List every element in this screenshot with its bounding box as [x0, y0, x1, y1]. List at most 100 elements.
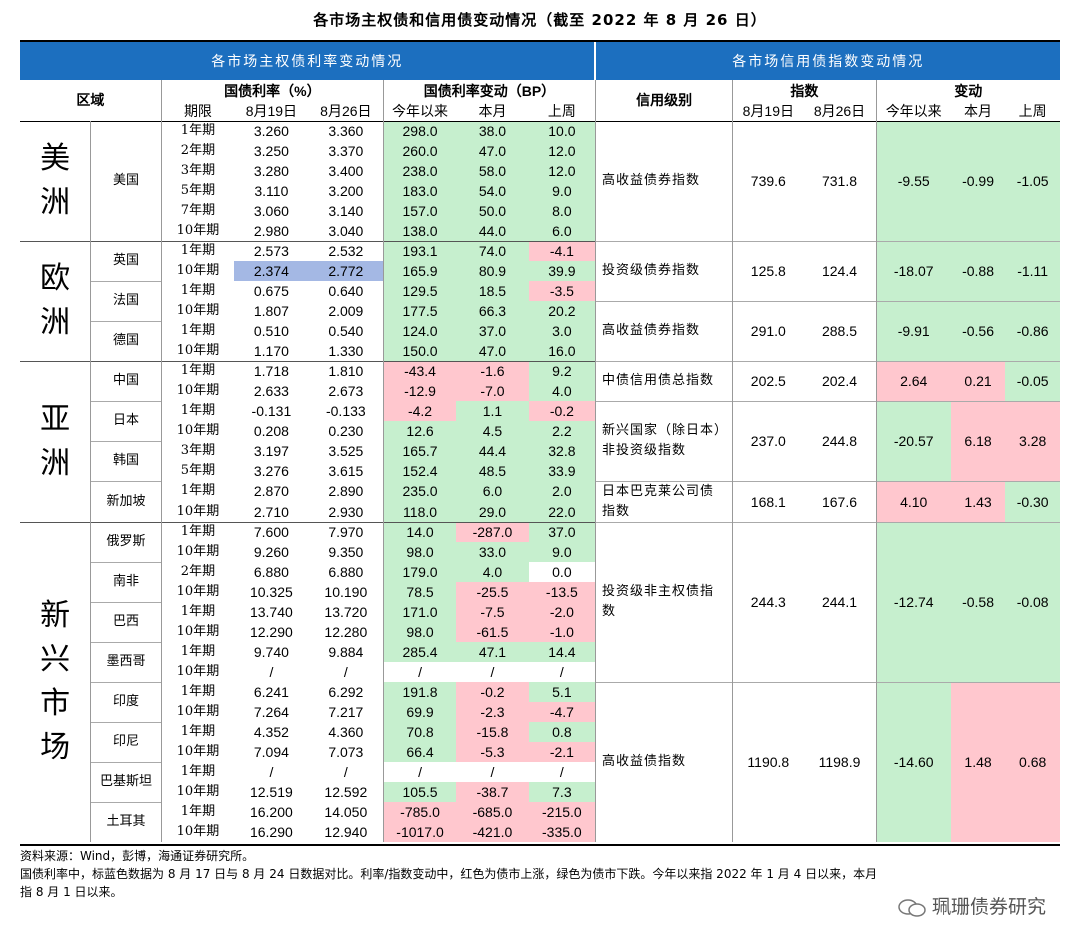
- mtd-change-cell: -287.0: [456, 522, 529, 542]
- country-label: 日本: [90, 400, 162, 441]
- credit-ytd-change-cell: 4.10: [875, 480, 951, 522]
- country-label: 巴基斯坦: [90, 761, 162, 802]
- table-row: 土耳其 1年期 16.200 14.050 -785.0 -685.0 -215.0: [20, 801, 1060, 842]
- mtd-change-cell: 66.3: [456, 301, 529, 321]
- table-row: 巴基斯坦 1年期 / / / / /: [20, 761, 1060, 802]
- ytd-change-cell: 98.0: [382, 622, 457, 642]
- yield-8-19-cell: 2.633: [253, 383, 289, 399]
- table-row: 德国 1年期 0.510 0.540 124.0 37.0 3.0: [20, 320, 1060, 361]
- credit-mtd-change-cell: -0.58: [950, 521, 1006, 682]
- wk-change-cell: -2.0: [528, 602, 596, 622]
- yield-8-19-cell: 6.241: [253, 684, 289, 700]
- period-cell: 10年期: [160, 662, 235, 682]
- period-cell: 1年期: [160, 361, 235, 381]
- yield-8-19-cell: 16.200: [249, 804, 293, 820]
- mtd-change-cell: -2.3: [456, 702, 529, 722]
- period-cell: 10年期: [160, 261, 235, 281]
- credit-index-8-26-cell: 1198.9: [803, 681, 877, 842]
- period-cell: 1年期: [160, 321, 235, 341]
- credit-index-8-19-cell: 1190.8: [732, 681, 804, 842]
- wk-change-cell: 2.0: [528, 481, 596, 502]
- country-label: 印度: [90, 681, 162, 722]
- ytd-change-cell: 165.9: [382, 261, 457, 281]
- yield-8-19-cell: /: [269, 764, 274, 780]
- header-index-date1: 8月19日: [732, 102, 804, 121]
- yield-8-26-cell: 4.360: [328, 724, 364, 740]
- watermark: 珮珊债券研究: [898, 892, 1046, 919]
- table-row: 10年期 1.807 2.009 177.5 66.3 20.2 高收益债券指数 291.0 2…: [20, 300, 1060, 361]
- wk-change-cell: 9.0: [528, 181, 596, 201]
- ytd-change-cell: 152.4: [382, 461, 457, 481]
- yield-8-19-cell: 9.740: [253, 644, 289, 660]
- yield-8-26-cell: 1.810: [328, 363, 364, 380]
- table-row: 10年期 / / / / /: [20, 662, 1060, 682]
- wk-change-cell: -2.1: [528, 742, 596, 762]
- header-index-date2: 8月26日: [813, 103, 866, 120]
- mtd-change-cell: -38.7: [456, 782, 529, 802]
- ytd-change-cell: 238.0: [382, 161, 457, 181]
- country-label: 俄罗斯: [90, 522, 162, 562]
- mtd-change-cell: 4.5: [456, 421, 529, 441]
- table-row: 日本 1年期 -0.131 -0.133 -4.2 1.1 -0.2 新兴国家（除日本）非投资…: [20, 400, 1060, 481]
- mtd-change-cell: 6.0: [456, 481, 529, 502]
- wk-change-cell: 14.4: [528, 642, 596, 662]
- ytd-change-cell: 98.0: [382, 542, 457, 562]
- yield-8-26-cell: 13.720: [324, 604, 368, 620]
- yield-8-26-cell: 2.890: [328, 483, 364, 500]
- table-row: 10年期 0.208 0.230 12.6 4.5 2.2: [20, 421, 1060, 441]
- yield-8-19-cell: 1.718: [253, 363, 289, 380]
- yield-8-26-cell: 0.640: [328, 283, 364, 299]
- mtd-change-cell: -7.5: [456, 602, 529, 622]
- yield-8-26-cell: 10.190: [324, 584, 368, 600]
- credit-wk-change-cell: -0.05: [1005, 360, 1060, 401]
- ytd-change-cell: 298.0: [382, 121, 457, 141]
- country-label: 德国: [90, 320, 162, 361]
- ytd-change-cell: -12.9: [382, 381, 457, 401]
- period-cell: 2年期: [160, 562, 235, 582]
- chat-icon: [898, 898, 926, 917]
- country-label: 土耳其: [90, 801, 162, 842]
- yield-8-19-cell: 3.197: [253, 443, 289, 459]
- period-cell: 7年期: [160, 201, 235, 221]
- yield-8-19-cell: /: [269, 664, 274, 680]
- wk-change-cell: 16.0: [528, 341, 596, 361]
- period-cell: 1年期: [160, 401, 235, 421]
- yield-8-26-cell: 3.360: [328, 123, 364, 140]
- period-cell: 10年期: [160, 501, 235, 522]
- table-row: 10年期 7.264 7.217 69.9 -2.3 -4.7: [20, 702, 1060, 722]
- wk-change-cell: 4.0: [528, 381, 596, 401]
- credit-index-8-19-cell: 244.3: [732, 521, 804, 682]
- header-period: 期限: [160, 102, 235, 121]
- period-cell: 10年期: [160, 301, 235, 321]
- region-label: 欧洲: [40, 261, 71, 340]
- ytd-change-cell: 14.0: [382, 522, 457, 542]
- ytd-change-cell: 150.0: [382, 341, 457, 361]
- header-index: 指数: [732, 80, 877, 102]
- mtd-change-cell: 44.0: [456, 221, 529, 241]
- footnote-note: 国债利率中，标蓝色数据为 8 月 17 日与 8 月 24 日数据对比。利率/指…: [20, 867, 878, 881]
- mtd-change-cell: -25.5: [456, 582, 529, 602]
- credit-index-8-26-cell: 167.6: [803, 480, 877, 522]
- mtd-change-cell: 58.0: [456, 161, 529, 181]
- credit-wk-change-cell: -0.08: [1005, 521, 1060, 682]
- watermark-text: 珮珊债券研究: [931, 896, 1046, 918]
- ytd-change-cell: 260.0: [382, 141, 457, 161]
- ytd-change-cell: /: [382, 662, 457, 682]
- credit-index-8-19-cell: 168.1: [732, 480, 804, 522]
- yield-8-19-cell: 2.374: [234, 261, 309, 281]
- yield-8-19-cell: 9.260: [253, 544, 289, 560]
- mtd-change-cell: -421.0: [456, 822, 529, 842]
- yield-8-19-cell: 3.276: [253, 463, 289, 479]
- yield-8-26-cell: 14.050: [324, 804, 368, 820]
- table-row: 3年期 3.280 3.400 238.0 58.0 12.0: [20, 161, 1060, 181]
- wk-change-cell: 37.0: [528, 522, 596, 542]
- yield-8-19-cell: 3.260: [253, 123, 289, 140]
- mtd-change-cell: /: [490, 664, 495, 680]
- ytd-change-cell: 118.0: [382, 501, 457, 522]
- mtd-change-cell: 18.5: [456, 281, 529, 301]
- period-cell: 1年期: [160, 682, 235, 702]
- ytd-change-cell: /: [382, 762, 457, 782]
- wk-change-cell: -215.0: [528, 802, 596, 822]
- country-label: 韩国: [90, 440, 162, 481]
- yield-8-26-cell: 3.140: [328, 203, 364, 219]
